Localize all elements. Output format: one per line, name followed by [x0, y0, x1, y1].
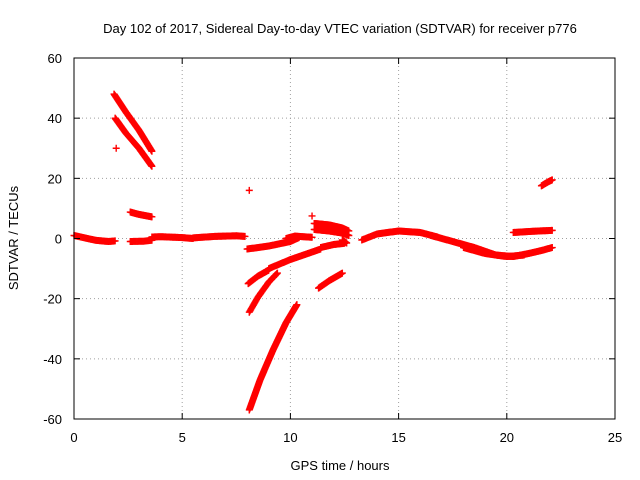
data-series-segment [245, 301, 301, 414]
chart-title: Day 102 of 2017, Sidereal Day-to-day VTE… [103, 21, 577, 36]
data-series-segment [315, 269, 346, 292]
data-point [241, 232, 249, 240]
data-point [338, 269, 346, 277]
x-tick-label: 5 [179, 430, 186, 445]
data-point [148, 213, 156, 221]
y-tick-label: 40 [48, 111, 62, 126]
y-tick-label: -40 [43, 352, 62, 367]
data-series-segment [189, 232, 249, 242]
data-series-segment [245, 269, 281, 316]
data-series-segment [148, 233, 197, 242]
data-series-segment [317, 239, 348, 252]
x-tick-label: 25 [608, 430, 622, 445]
y-tick-label: 0 [55, 232, 62, 247]
data-series-segment [126, 208, 156, 221]
data-points [70, 90, 556, 414]
data-point [343, 239, 351, 247]
data-point [345, 231, 353, 239]
y-tick-label: -20 [43, 292, 62, 307]
data-series-segment [338, 236, 351, 247]
data-series-segment [282, 232, 316, 242]
data-series-segment [265, 245, 325, 273]
axis-ticks: 0 5 10 15 20 25 -60 -40 -20 0 20 40 60 [43, 51, 622, 445]
data-series-segment [110, 90, 156, 155]
data-point [245, 186, 253, 194]
data-point [273, 269, 281, 277]
x-tick-label: 10 [283, 430, 297, 445]
data-point [148, 162, 156, 170]
y-axis-label: SDTVAR / TECUs [6, 185, 21, 290]
data-point [548, 226, 556, 234]
y-tick-label: -60 [43, 412, 62, 427]
data-series-segment [112, 144, 120, 152]
data-series-segment [126, 236, 156, 246]
data-point [111, 237, 119, 245]
y-tick-label: 20 [48, 171, 62, 186]
data-series-segment [310, 219, 353, 235]
data-series-segment [310, 225, 353, 239]
x-tick-label: 20 [500, 430, 514, 445]
data-series-segment [245, 186, 253, 194]
data-series-segment [509, 244, 556, 261]
data-series-segment [244, 266, 273, 288]
data-point [308, 212, 316, 220]
data-point [548, 244, 556, 252]
data-series-segment [308, 212, 316, 220]
data-point [548, 176, 556, 184]
data-point [112, 144, 120, 152]
x-tick-label: 15 [391, 430, 405, 445]
y-tick-label: 60 [48, 51, 62, 66]
x-tick-label: 0 [70, 430, 77, 445]
data-series-segment [111, 114, 156, 170]
data-point [293, 301, 301, 309]
data-series-segment [509, 226, 556, 236]
data-point [308, 233, 316, 241]
x-axis-label: GPS time / hours [291, 458, 390, 473]
data-point [148, 147, 156, 155]
data-series-segment [537, 176, 556, 190]
